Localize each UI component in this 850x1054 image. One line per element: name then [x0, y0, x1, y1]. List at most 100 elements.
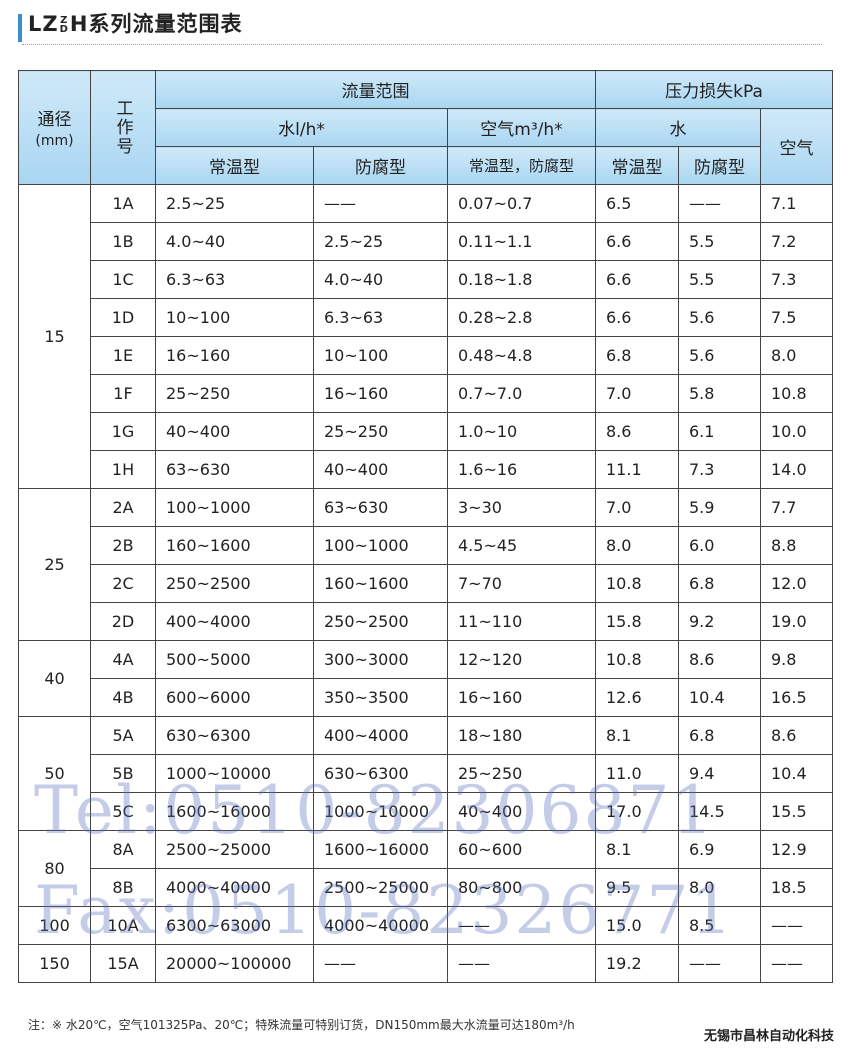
loss-air-cell: 7.5 — [759, 298, 834, 337]
loss-air-header: 空气 — [759, 108, 834, 185]
water-anticorr-cell: 300~3000 — [313, 640, 448, 679]
loss-air-cell: 7.1 — [759, 184, 834, 223]
loss-water-normal-cell: 6.6 — [595, 298, 679, 337]
title-end: H系列流量范围表 — [69, 12, 243, 36]
title-rule — [22, 44, 822, 45]
data-row: 1D 10~100 6.3~63 0.28~2.8 6.6 5.6 7.5 — [19, 298, 834, 337]
bore-header: 通径 (mm) — [18, 70, 91, 185]
loss-air-cell: 19.0 — [759, 602, 834, 641]
data-row: 1C 6.3~63 4.0~40 0.18~1.8 6.6 5.5 7.3 — [19, 260, 834, 299]
water-anticorr-cell: 16~160 — [313, 374, 448, 413]
bore-label: 通径 — [37, 110, 72, 130]
loss-water-anticorr-cell: 6.8 — [678, 716, 761, 755]
model-cell: 4B — [90, 678, 156, 717]
water-normal-cell: 4000~40000 — [155, 868, 314, 907]
model-cell: 2D — [90, 602, 156, 641]
loss-water-normal-cell: 6.8 — [595, 336, 679, 375]
loss-air-cell: 10.4 — [759, 754, 834, 793]
water-anticorr-cell: 100~1000 — [313, 526, 448, 565]
data-row: 1G 40~400 25~250 1.0~10 8.6 6.1 10.0 — [19, 412, 834, 451]
air-flow-cell: 80~800 — [447, 868, 596, 907]
water-anticorr-cell: 4.0~40 — [313, 260, 448, 299]
loss-water-anticorr-cell: 9.2 — [678, 602, 761, 641]
loss-water-normal-cell: 7.0 — [595, 374, 679, 413]
loss-water-anticorr-cell: 6.1 — [678, 412, 761, 451]
loss-air-cell: 7.2 — [759, 222, 834, 261]
water-normal-cell: 6300~63000 — [155, 906, 314, 945]
loss-water-normal-cell: 9.5 — [595, 868, 679, 907]
air-flow-cell: 0.18~1.8 — [447, 260, 596, 299]
air-flow-cell: 0.28~2.8 — [447, 298, 596, 337]
water-normal-cell: 1000~10000 — [155, 754, 314, 793]
data-row: 1E 16~160 10~100 0.48~4.8 6.8 5.6 8.0 — [19, 336, 834, 375]
data-row: 1B 4.0~40 2.5~25 0.11~1.1 6.6 5.5 7.2 — [19, 222, 834, 261]
loss-water-anticorr-cell: 5.5 — [678, 260, 761, 299]
water-normal-cell: 400~4000 — [155, 602, 314, 641]
water-anticorr-cell: 40~400 — [313, 450, 448, 489]
loss-water-anticorr-cell: 8.5 — [678, 906, 761, 945]
air-flow-cell: 7~70 — [447, 564, 596, 603]
loss-water-normal-cell: 8.6 — [595, 412, 679, 451]
data-row: 2C 250~2500 160~1600 7~70 10.8 6.8 12.0 — [19, 564, 834, 603]
model-cell: 15A — [90, 944, 156, 983]
loss-water-anticorr-cell: 7.3 — [678, 450, 761, 489]
loss-water-anticorr-cell: 5.6 — [678, 336, 761, 375]
loss-air-cell: 12.0 — [759, 564, 834, 603]
model-cell: 10A — [90, 906, 156, 945]
data-row: 50 5A 630~6300 400~4000 18~180 8.1 6.8 8.6 — [18, 716, 834, 831]
water-normal-cell: 630~6300 — [155, 716, 314, 755]
water-anticorr-cell: 1000~10000 — [313, 792, 448, 831]
model-cell: 1H — [90, 450, 156, 489]
data-row: 8B 4000~40000 2500~25000 80~800 9.5 8.0 18.5 — [19, 868, 834, 907]
loss-water-normal-cell: 6.5 — [595, 184, 679, 223]
water-anticorr-cell: 2.5~25 — [313, 222, 448, 261]
data-row: 4B 600~6000 350~3500 16~160 12.6 10.4 16.5 — [19, 678, 834, 717]
water-normal-cell: 160~1600 — [155, 526, 314, 565]
air-flow-cell: 25~250 — [447, 754, 596, 793]
loss-air-cell: 18.5 — [759, 868, 834, 907]
anticorr-header: 防腐型 — [313, 146, 448, 185]
loss-anticorr-header: 防腐型 — [678, 146, 761, 185]
loss-water-anticorr-cell: 5.9 — [678, 488, 761, 527]
title: LZ Z DH系列流量范围表 — [28, 8, 243, 38]
water-normal-cell: 4.0~40 — [155, 222, 314, 261]
bore-cell: 40 — [18, 640, 91, 717]
model-cell: 1F — [90, 374, 156, 413]
loss-water-anticorr-cell: —— — [678, 944, 761, 983]
bore-cell: 25 — [18, 488, 91, 641]
loss-water-normal-cell: 10.8 — [595, 640, 679, 679]
loss-water-normal-cell: 8.0 — [595, 526, 679, 565]
air-flow-cell: 4.5~45 — [447, 526, 596, 565]
loss-water-anticorr-cell: 5.5 — [678, 222, 761, 261]
water-normal-cell: 25~250 — [155, 374, 314, 413]
air-flow-cell: 3~30 — [447, 488, 596, 527]
water-anticorr-cell: 25~250 — [313, 412, 448, 451]
bore-cell: 50 — [18, 716, 91, 831]
loss-normal-header: 常温型 — [595, 146, 679, 185]
air-flow-cell: 18~180 — [447, 716, 596, 755]
model-cell: 2A — [90, 488, 156, 527]
water-anticorr-cell: —— — [313, 184, 448, 223]
water-normal-cell: 6.3~63 — [155, 260, 314, 299]
model-cell: 5B — [90, 754, 156, 793]
loss-water-normal-cell: 6.6 — [595, 260, 679, 299]
loss-air-cell: 8.6 — [759, 716, 834, 755]
water-anticorr-cell: 6.3~63 — [313, 298, 448, 337]
data-row: 5C 1600~16000 1000~10000 40~400 17.0 14.5 15.5 — [19, 792, 834, 831]
model-cell: 2B — [90, 526, 156, 565]
air-flow-cell: 0.48~4.8 — [447, 336, 596, 375]
air-flow-cell: 0.7~7.0 — [447, 374, 596, 413]
loss-water-normal-cell: 11.1 — [595, 450, 679, 489]
loss-water-anticorr-cell: 10.4 — [678, 678, 761, 717]
model-cell: 1D — [90, 298, 156, 337]
model-cell: 4A — [90, 640, 156, 679]
model-header: 工作号 — [90, 70, 156, 185]
loss-water-anticorr-cell: 6.0 — [678, 526, 761, 565]
loss-water-anticorr-cell: 8.0 — [678, 868, 761, 907]
model-cell: 1B — [90, 222, 156, 261]
bore-cell: 100 — [18, 906, 91, 945]
loss-water-anticorr-cell: 5.8 — [678, 374, 761, 413]
data-row: 150 15A 20000~100000 —— —— 19.2 —— —— — [18, 944, 834, 983]
model-cell: 1C — [90, 260, 156, 299]
